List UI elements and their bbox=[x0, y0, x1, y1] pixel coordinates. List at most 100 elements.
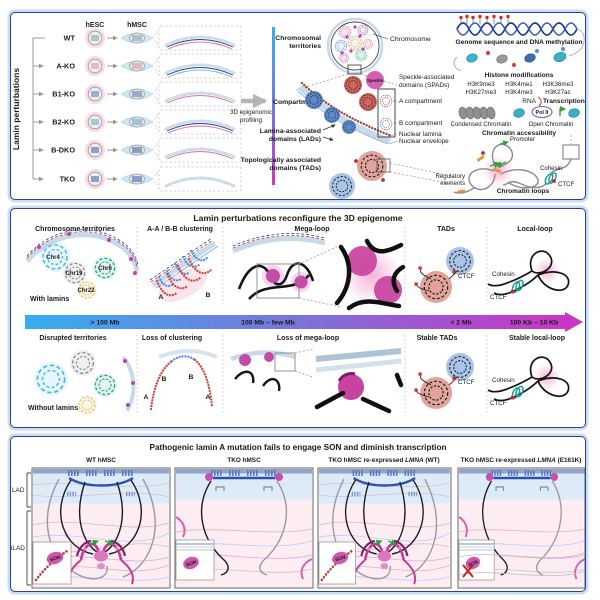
speckle-label: Speckle bbox=[367, 78, 384, 83]
row-label-tko: TKO bbox=[60, 175, 76, 184]
methyl-mark-icon bbox=[511, 62, 517, 68]
mark-h3k27ac: H3K27ac bbox=[545, 89, 570, 96]
son-inset: SON bbox=[175, 539, 215, 581]
spads-label-2: domains (SPADs) bbox=[399, 82, 449, 89]
son-label-tko: SON bbox=[185, 559, 198, 568]
mark-h3k9me3: H3K9me3 bbox=[467, 81, 495, 88]
histone-nucleosomes bbox=[466, 46, 567, 68]
e161k-overlays bbox=[458, 552, 585, 578]
b-compartment-label: B compartment bbox=[399, 120, 443, 127]
detached-tether-icons bbox=[215, 486, 273, 491]
header-stable-tads: Stable TADs bbox=[417, 335, 458, 342]
compartments-diagram: Speckle Speckle-associated domains (SPAD… bbox=[297, 71, 455, 145]
histone-modifications-title: Histone modifications bbox=[485, 72, 554, 79]
hmsc-column-header: hMSC bbox=[127, 22, 147, 29]
chromatin-accessibility-row: Pol II bbox=[458, 105, 580, 120]
nuclear-envelope-label: Nuclear envelope bbox=[399, 138, 449, 145]
header-loss-of-mega-loop: Loss of mega-loop bbox=[277, 335, 339, 342]
a-label-right: A bbox=[206, 394, 211, 401]
son-label-wt: SON bbox=[49, 554, 62, 563]
b-label-right: B bbox=[189, 374, 194, 381]
pol-ii-icon bbox=[531, 105, 553, 119]
a-compartment-label: A compartment bbox=[399, 98, 442, 105]
profiling-label-line1: 3D epigenomic bbox=[230, 109, 272, 116]
tads-ctcf-label-bottom: CTCF bbox=[458, 379, 475, 386]
local-loop-cohesin-label-bottom: Cohesin bbox=[492, 377, 515, 384]
condition-boxes bbox=[31, 467, 585, 589]
mark-h3k36me3: H3K36me3 bbox=[543, 81, 575, 88]
scale-100kb-10kb: 100 Kb – 10 Kb bbox=[510, 320, 558, 327]
wt-cell-content: SON bbox=[32, 469, 170, 587]
a-label: A bbox=[159, 294, 164, 301]
hesc-column-header: hESC bbox=[86, 22, 105, 29]
row-tko-cells bbox=[85, 166, 242, 192]
label-lads-2: domains (LADs) bbox=[269, 136, 321, 143]
middle-panel-title: Lamin perturbations reconfigure the 3D e… bbox=[193, 213, 402, 223]
cell-rows bbox=[85, 25, 242, 192]
label-chromosomal-territories-1: Chromosomal bbox=[275, 35, 321, 42]
nuclear-speckle bbox=[366, 71, 384, 89]
header-tko-lmna-e161k: TKO hMSC re-expressed LMNA (E161K) bbox=[461, 457, 582, 464]
loss-of-mega-loop-diagram bbox=[230, 348, 404, 414]
ctcf-site-icon bbox=[511, 290, 515, 294]
local-loop-ctcf-label-top: CTCF bbox=[490, 294, 507, 301]
open-chromatin-label: Open Chromatin bbox=[529, 121, 574, 128]
row-ako-cells bbox=[85, 53, 242, 79]
reconfiguration-figure: Lamin perturbations reconfigure the 3D e… bbox=[25, 213, 583, 416]
mega-loop-inset bbox=[334, 238, 406, 311]
regulatory-elements-label-2: elements bbox=[440, 180, 465, 187]
a-bead-loops bbox=[155, 257, 213, 297]
rna-label: RNA bbox=[522, 98, 536, 105]
genome-methylation-label: Genome sequence and DNA methylation bbox=[456, 39, 583, 46]
b-label-left: B bbox=[162, 376, 167, 383]
panel-overview: Lamin perturbations hESC hMSC WT A-KO B1… bbox=[10, 12, 586, 200]
lad-label: LAD bbox=[12, 487, 25, 494]
header-tko-lmna-wt: TKO hMSC re-expressed LMNA (WT) bbox=[328, 457, 439, 464]
pol-ii-label: Pol II bbox=[536, 110, 549, 116]
lad-ilad-axis: LAD iLAD bbox=[11, 472, 31, 586]
ctcf-site-icon bbox=[552, 179, 556, 183]
without-lamins-label: Without lamins bbox=[28, 405, 78, 412]
son-inset: SON bbox=[32, 541, 72, 585]
bottom-panel-title: Pathogenic lamin A mutation fails to eng… bbox=[150, 443, 447, 452]
tko-cell-content: SON bbox=[175, 469, 313, 587]
tads-diagram-top bbox=[329, 151, 454, 199]
ab-clustering-diagram: A B bbox=[149, 237, 219, 303]
chr19-label: Chr19 bbox=[65, 271, 83, 277]
lad-heterochromatin-beads bbox=[300, 81, 394, 138]
ilad-label: iLAD bbox=[11, 545, 25, 552]
chromatin-accessibility-label: Chromatin accessibility bbox=[482, 130, 556, 137]
nuclear-lamina-label: Nuclear lamina bbox=[399, 131, 442, 138]
panel-reconfiguration: Lamin perturbations reconfigure the 3D e… bbox=[10, 208, 586, 428]
a-label-left: A bbox=[144, 394, 149, 401]
loss-mega-loop-inset bbox=[314, 348, 404, 414]
row-b1ko-cells bbox=[85, 81, 242, 107]
header-local-loop: Local-loop bbox=[517, 226, 552, 233]
row-bdko-cells bbox=[85, 137, 242, 163]
molecular-layers: Genome sequence and DNA methylation Hist… bbox=[436, 14, 585, 195]
promoter-label: Promoter bbox=[510, 136, 535, 143]
b-label: B bbox=[206, 292, 211, 299]
methylation-lollipops bbox=[459, 14, 510, 24]
tads-ctcf-label-top: CTCF bbox=[458, 273, 475, 280]
regulatory-element-icon bbox=[476, 155, 485, 162]
column-separators bbox=[136, 227, 488, 415]
header-tko-hmsc: TKO hMSC bbox=[227, 457, 261, 464]
chromosome-label: Chromosome bbox=[390, 36, 431, 43]
row-label-b2ko: B2-KO bbox=[52, 118, 75, 127]
row-b2ko-cells bbox=[85, 109, 242, 135]
mark-h3k27me3: H3K27me3 bbox=[466, 89, 498, 96]
row-label-bdko: B-DKO bbox=[51, 146, 75, 155]
territories-with-lamins: Chr4 Chr19 Chr6 Chr22 With lamins bbox=[25, 229, 140, 303]
header-mega-loop: Mega-loop bbox=[295, 226, 330, 233]
local-loop-shape bbox=[487, 250, 570, 296]
scale-100mb-fewmb: 100 Mb – few Mb bbox=[241, 320, 295, 327]
spads-label-1: Speckle-associated bbox=[399, 74, 455, 81]
overview-figure: Lamin perturbations hESC hMSC WT A-KO B1… bbox=[11, 14, 585, 199]
scale-lt2mb: < 2 Mb bbox=[450, 320, 471, 327]
ctcf-label: CTCF bbox=[558, 181, 575, 188]
genomic-scale-bar: > 100 Mb 100 Mb – few Mb < 2 Mb 100 Kb –… bbox=[25, 312, 583, 332]
lamin-perturbations-axis-label: Lamin perturbations bbox=[11, 68, 21, 150]
header-disrupted-territories: Disrupted territories bbox=[39, 335, 106, 342]
